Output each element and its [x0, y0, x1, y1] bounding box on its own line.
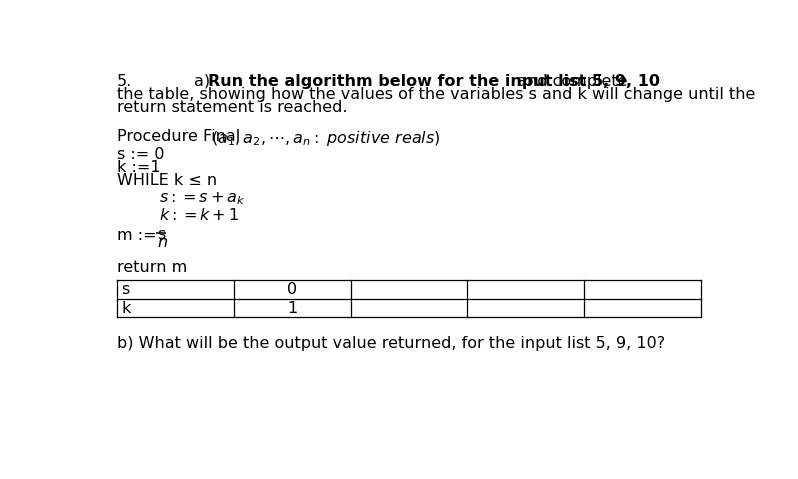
Text: m :=: m :=	[117, 228, 156, 243]
Text: k :=1: k :=1	[117, 160, 160, 175]
Text: Procedure Final: Procedure Final	[117, 129, 245, 144]
Text: return m: return m	[117, 260, 187, 274]
Text: and complete: and complete	[512, 74, 627, 89]
Text: the table, showing how the values of the variables s and k will change until the: the table, showing how the values of the…	[117, 87, 755, 102]
Text: 5.: 5.	[117, 74, 132, 89]
Text: $k := k + 1$: $k := k + 1$	[160, 207, 239, 223]
Text: Run the algorithm below for the input list 5, 9, 10: Run the algorithm below for the input li…	[208, 74, 660, 89]
Text: $(a_1, a_2, \cdots, a_n :$ $\mathit{positive\ reals})$: $(a_1, a_2, \cdots, a_n :$ $\mathit{posi…	[211, 129, 440, 148]
Text: a): a)	[194, 74, 215, 89]
Text: $s := s + a_k$: $s := s + a_k$	[160, 190, 246, 207]
Text: return statement is reached.: return statement is reached.	[117, 100, 347, 115]
Text: n: n	[157, 235, 168, 251]
Text: b) What will be the output value returned, for the input list 5, 9, 10?: b) What will be the output value returne…	[117, 336, 665, 351]
Text: 0: 0	[287, 282, 297, 297]
Text: WHILE k ≤ n: WHILE k ≤ n	[117, 173, 217, 188]
Text: 1: 1	[287, 301, 297, 316]
Text: s: s	[121, 282, 130, 297]
Text: k: k	[121, 301, 131, 316]
Text: s: s	[157, 227, 165, 242]
Text: s := 0: s := 0	[117, 147, 164, 162]
